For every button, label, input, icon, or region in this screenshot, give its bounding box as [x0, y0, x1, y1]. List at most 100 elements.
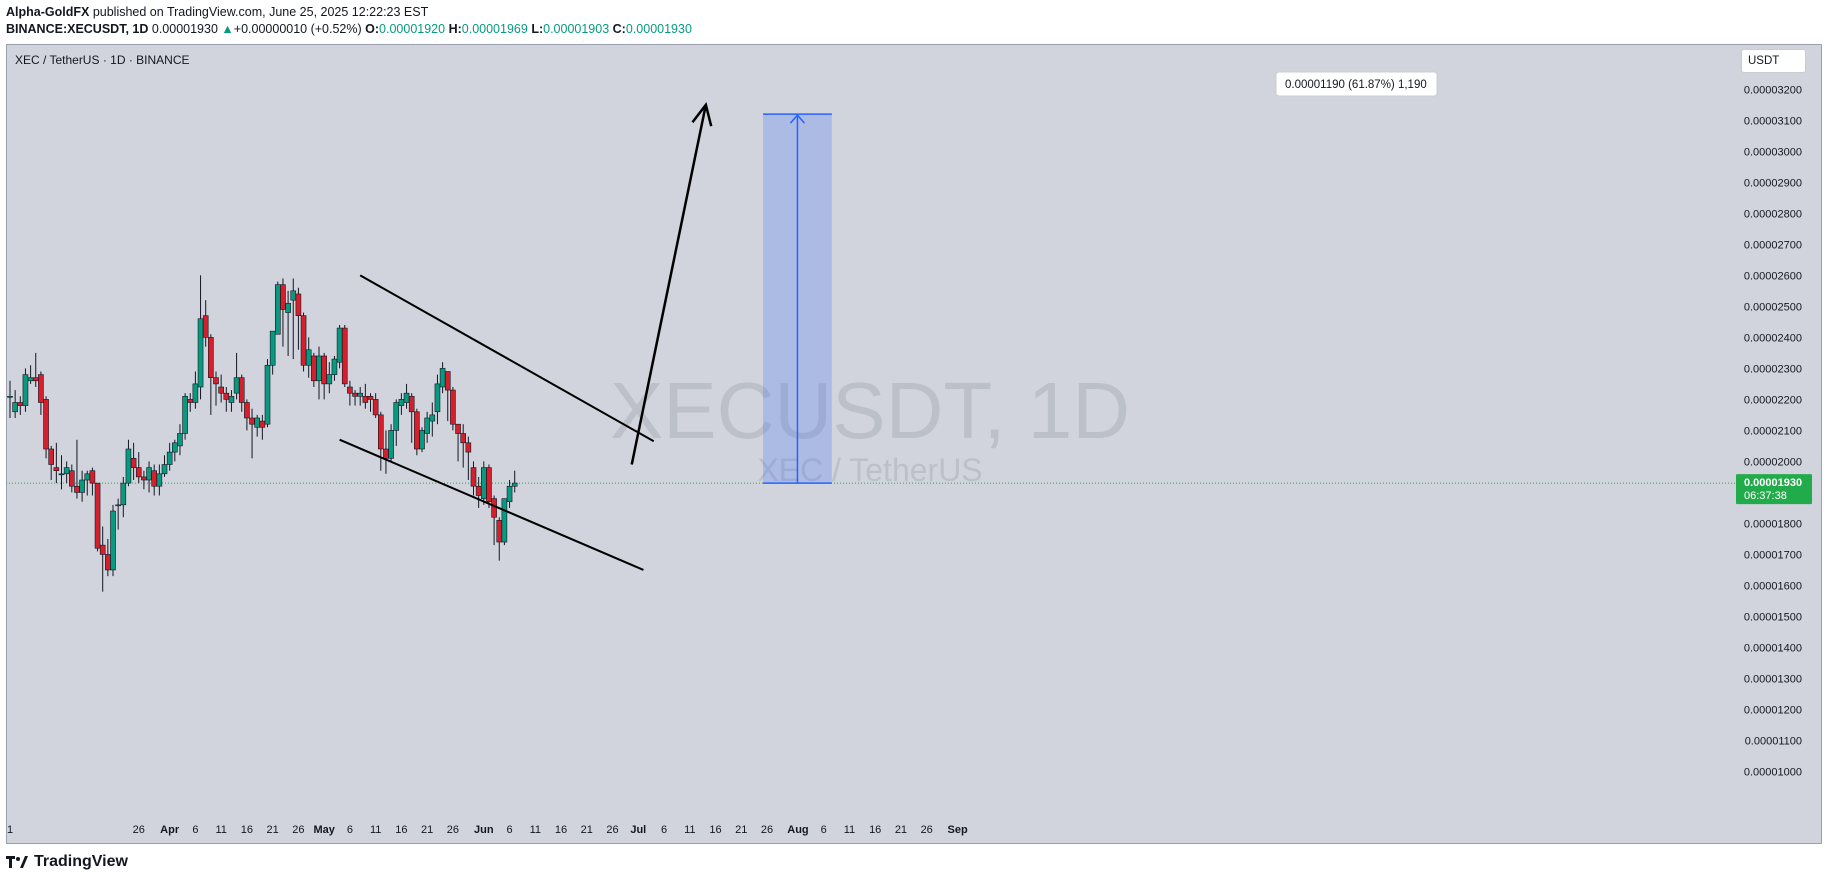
- header-line-1: Alpha-GoldFX published on TradingView.co…: [6, 4, 692, 21]
- high-value: 0.00001969: [461, 22, 528, 36]
- time-tick-label: 26: [606, 824, 618, 836]
- price-change: +0.00000010 (+0.52%): [233, 22, 362, 36]
- candle-up: [331, 358, 338, 375]
- time-tick-label: 21: [267, 824, 279, 836]
- candle-up: [12, 402, 18, 413]
- time-tick-label: 11: [530, 824, 541, 836]
- candle-up: [403, 392, 410, 403]
- candle-down: [99, 544, 106, 555]
- candle-down: [141, 476, 147, 481]
- candle-up: [115, 504, 121, 507]
- time-tick-label: 6: [821, 824, 827, 836]
- candle-up: [161, 464, 168, 475]
- candle-up: [357, 392, 364, 397]
- candle-down: [32, 377, 39, 382]
- candle-up: [182, 395, 188, 434]
- candle-up: [27, 377, 34, 382]
- candle-up: [22, 374, 29, 406]
- symbol-name: BINANCE:XECUSDT, 1D: [6, 22, 149, 36]
- candle-up: [285, 302, 291, 313]
- time-tick-label: Sep: [948, 824, 968, 836]
- time-tick-label: 26: [133, 824, 145, 836]
- watermark-sub: XEC / TetherUS: [757, 452, 982, 488]
- measure-label-box: [1275, 71, 1438, 97]
- candle-up: [63, 467, 70, 475]
- price-tick-label: 0.00002500: [1744, 301, 1802, 313]
- candle-down: [218, 386, 224, 394]
- chart-frame[interactable]: [6, 44, 1822, 844]
- time-tick-label: 26: [761, 824, 773, 836]
- candle-down: [69, 470, 75, 487]
- measure-tool[interactable]: [763, 113, 832, 484]
- price-tag-box: [1736, 474, 1812, 505]
- candle-up: [398, 399, 405, 406]
- candle-down: [213, 377, 219, 385]
- drawings[interactable]: [339, 101, 713, 571]
- author-name[interactable]: Alpha-GoldFX: [6, 5, 90, 19]
- time-tick-label: 21: [581, 824, 593, 836]
- time-axis[interactable]: 1 26 Apr 6 11 16 21 26 May 6 11 16 21 26 Jun 6 11 16 21 26 J…: [7, 824, 968, 836]
- price-tick-label: 0.00003000: [1744, 146, 1802, 158]
- projection-arrow-head[interactable]: [691, 101, 713, 127]
- measure-arrow-head: [789, 113, 806, 124]
- candle-up: [7, 395, 13, 398]
- candle-down: [372, 399, 379, 416]
- price-tag-countdown: 06:37:38: [1744, 490, 1787, 502]
- candle-down: [43, 399, 49, 450]
- publish-header: Alpha-GoldFX published on TradingView.co…: [6, 4, 692, 38]
- price-axis[interactable]: 0.00003200 0.00003100 0.00003000 0.00002900…: [1744, 84, 1802, 778]
- time-tick-label: 6: [347, 824, 353, 836]
- price-tick-label: 0.00002400: [1744, 332, 1802, 344]
- candle-up: [439, 368, 446, 388]
- candle-up: [424, 417, 430, 434]
- candle-up: [58, 473, 65, 476]
- candle-down: [475, 485, 482, 496]
- candle-down: [94, 482, 101, 549]
- candle-up: [197, 318, 204, 388]
- candle-up: [233, 377, 240, 394]
- time-tick-label: 16: [869, 824, 881, 836]
- price-tick-label: 0.00002200: [1744, 394, 1802, 406]
- header-line-2: BINANCE:XECUSDT, 1D 0.00001930 ▲+0.00000…: [6, 21, 692, 38]
- candle-up: [316, 355, 322, 382]
- price-tick-label: 0.00003200: [1744, 84, 1802, 96]
- candle-down: [249, 417, 255, 425]
- candle-up: [501, 498, 508, 543]
- time-tick-label: 16: [395, 824, 407, 836]
- candle-up: [290, 290, 297, 301]
- candle-down: [151, 470, 157, 487]
- candle-down: [383, 448, 389, 459]
- time-tick-label: Apr: [160, 824, 180, 836]
- time-tick-label: Aug: [787, 824, 808, 836]
- candle-up: [177, 433, 183, 447]
- candle-up: [506, 485, 513, 503]
- candle-up: [166, 451, 173, 465]
- candle-down: [460, 433, 467, 444]
- candle-down: [470, 467, 477, 487]
- price-tick-label: 0.00002000: [1744, 456, 1802, 468]
- candle-down: [208, 337, 214, 378]
- time-tick-label: 26: [292, 824, 304, 836]
- candle-up: [156, 473, 163, 487]
- time-tick-label: 16: [241, 824, 253, 836]
- candle-up: [120, 482, 127, 506]
- candle-down: [202, 315, 209, 338]
- candle-down: [295, 293, 302, 316]
- candle-up: [393, 402, 400, 431]
- time-tick-label: 21: [421, 824, 433, 836]
- candle-up: [125, 448, 132, 484]
- candle-down: [300, 315, 307, 366]
- channel-trendline[interactable]: [359, 274, 655, 443]
- time-tick-label: 6: [192, 824, 198, 836]
- candle-up: [419, 430, 425, 450]
- price-tick-label: 0.00002700: [1744, 239, 1802, 251]
- channel-trendline[interactable]: [339, 438, 644, 571]
- time-tick-label: 26: [921, 824, 933, 836]
- candle-up: [511, 482, 518, 487]
- open-label: O:: [365, 22, 380, 36]
- currency-selector[interactable]: USDT: [1741, 49, 1806, 73]
- time-tick-label: 16: [555, 824, 567, 836]
- projection-arrow-shaft[interactable]: [630, 104, 708, 465]
- candle-down: [321, 355, 327, 385]
